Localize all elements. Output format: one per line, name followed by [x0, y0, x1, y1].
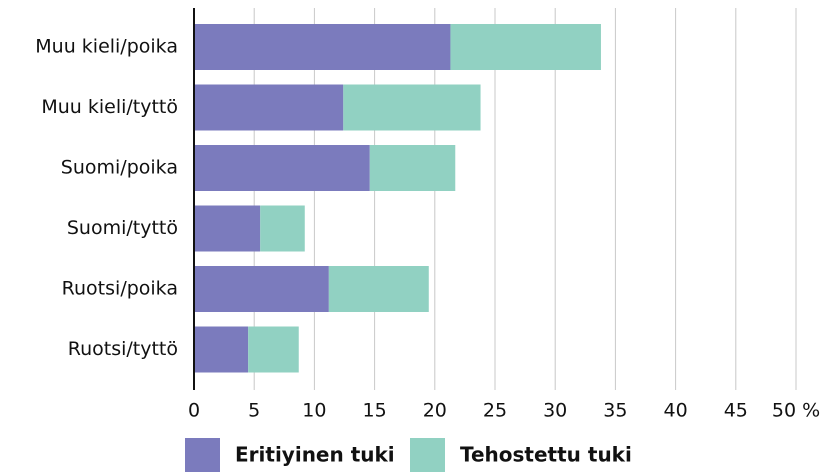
bar-segment: [260, 205, 305, 252]
legend-label: Tehostettu tuki: [460, 443, 632, 467]
x-tick-label: 25: [483, 400, 507, 422]
bar-segment: [194, 205, 261, 252]
x-tick-label: 0: [188, 400, 200, 422]
y-tick-label: Suomi/poika: [61, 157, 178, 179]
bar-segment: [194, 266, 329, 312]
x-tick-label: 45: [724, 400, 748, 422]
y-tick-label: Ruotsi/poika: [62, 278, 178, 300]
x-tick-label: 10: [302, 400, 326, 422]
bar-segment: [328, 266, 429, 312]
x-tick-label: 30: [543, 400, 567, 422]
bar-segment: [194, 24, 451, 70]
bar-segment: [194, 84, 344, 131]
bar-segment: [450, 24, 601, 70]
y-tick-label: Muu kieli/tyttö: [41, 96, 178, 118]
x-tick-label: 20: [423, 400, 447, 422]
bar-segment: [343, 84, 481, 131]
legend-swatch: [185, 438, 220, 472]
x-tick-label: 50 %: [772, 400, 820, 422]
bar-segment: [194, 326, 249, 373]
bar-segment: [194, 145, 370, 191]
bar-segment: [248, 326, 299, 373]
y-tick-label: Ruotsi/tyttö: [68, 338, 178, 360]
legend-swatch: [410, 438, 445, 472]
y-tick-label: Muu kieli/poika: [35, 36, 178, 58]
x-tick-label: 15: [363, 400, 387, 422]
y-tick-label: Suomi/tyttö: [67, 217, 178, 239]
x-tick-label: 40: [664, 400, 688, 422]
x-tick-label: 35: [603, 400, 627, 422]
x-tick-label: 5: [248, 400, 260, 422]
bar-segment: [369, 145, 456, 191]
legend-label: Eritiyinen tuki: [235, 443, 395, 467]
